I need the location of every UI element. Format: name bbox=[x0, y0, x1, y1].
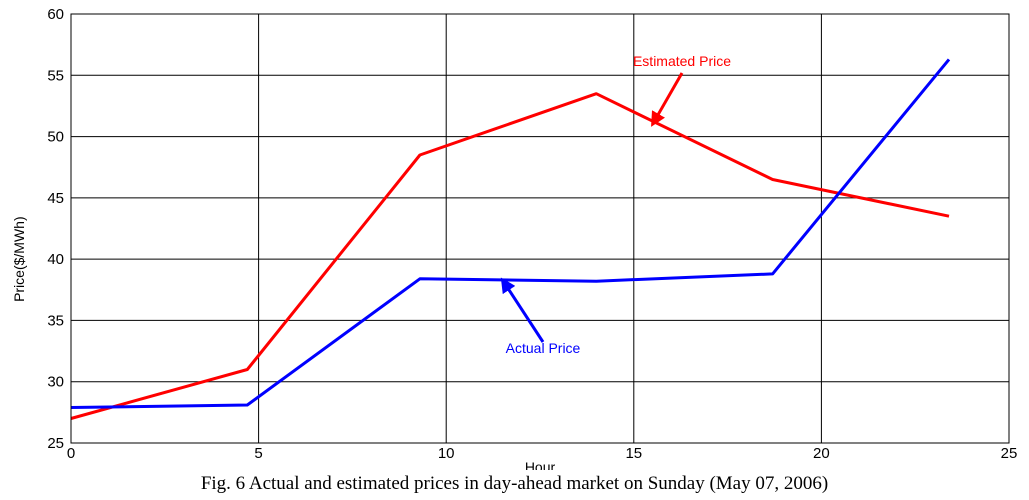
y-tick-label: 30 bbox=[47, 374, 64, 391]
plot-frame bbox=[70, 13, 1010, 444]
x-tick-label: 0 bbox=[67, 445, 75, 462]
y-tick-label: 50 bbox=[47, 129, 64, 146]
y-tick-labels: 25 30 35 40 45 50 55 60 bbox=[47, 6, 64, 452]
figure-caption: Fig. 6 Actual and estimated prices in da… bbox=[200, 473, 829, 494]
line-chart: 0 5 10 15 20 25 25 30 35 40 45 50 55 60 Hour Price($… bbox=[11, 6, 1018, 470]
y-tick-label: 35 bbox=[47, 312, 64, 329]
x-tick-label: 15 bbox=[625, 445, 642, 462]
annotation-label: Actual Price bbox=[506, 340, 581, 356]
x-axis-label: Hour bbox=[525, 459, 556, 470]
series-line-estimated bbox=[70, 92, 950, 420]
annotation-arrow bbox=[500, 277, 545, 343]
y-tick-label: 55 bbox=[47, 67, 64, 84]
x-tick-labels: 0 5 10 15 20 25 bbox=[67, 445, 1018, 462]
y-tick-label: 45 bbox=[47, 190, 64, 207]
x-tick-label: 20 bbox=[813, 445, 830, 462]
annotations: Estimated Price Actual Price bbox=[500, 53, 731, 356]
series-lines bbox=[70, 58, 951, 420]
y-tick-label: 60 bbox=[47, 6, 64, 23]
y-axis-label: Price($/MWh) bbox=[11, 216, 27, 302]
y-tick-label: 40 bbox=[47, 251, 64, 268]
annotation-label: Estimated Price bbox=[633, 53, 731, 69]
annotation-arrow bbox=[651, 72, 684, 127]
x-tick-label: 25 bbox=[1001, 445, 1018, 462]
y-tick-label: 25 bbox=[47, 435, 64, 452]
x-tick-label: 10 bbox=[438, 445, 455, 462]
x-tick-label: 5 bbox=[254, 445, 262, 462]
